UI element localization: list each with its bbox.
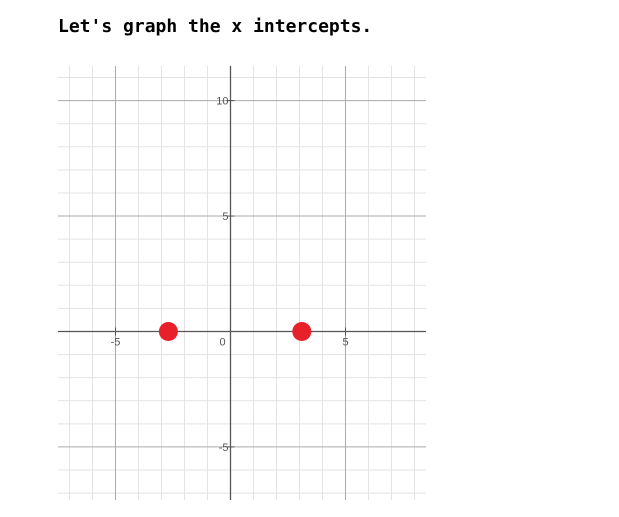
x-tick-label: -5 [111,336,121,348]
axes [58,66,426,500]
intercept-points [158,321,312,341]
x-tick-label: 5 [342,336,348,348]
y-tick-label: -5 [219,442,229,454]
x-intercept-point [158,321,178,341]
major-grid [58,66,426,500]
x-tick-label: 0 [219,336,225,348]
minor-grid [58,66,426,500]
y-tick-label: 5 [222,211,228,223]
page-title: Let's graph the x intercepts. [58,16,373,37]
y-tick-label: 10 [216,96,228,108]
x-intercept-point [292,321,312,341]
tick-marks [115,100,346,448]
tick-labels: -5 0 5 10 5 -5 [111,96,349,454]
